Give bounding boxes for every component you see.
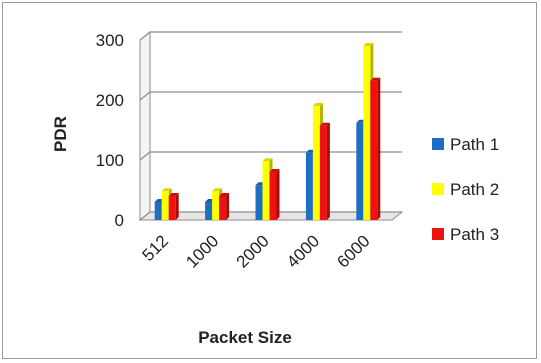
x-tick-label: 1000 xyxy=(182,231,222,271)
bar xyxy=(356,122,364,220)
side-wall xyxy=(139,30,151,222)
bar-side xyxy=(276,169,280,220)
bar xyxy=(363,46,371,220)
bar xyxy=(255,185,263,220)
legend-label: Path 1 xyxy=(450,135,499,154)
bar-top xyxy=(363,43,374,46)
legend-label: Path 3 xyxy=(450,225,499,244)
legend: Path 1 Path 2 Path 3 xyxy=(432,135,499,244)
bar-top xyxy=(161,188,172,192)
bar-top xyxy=(219,193,230,196)
bar xyxy=(305,152,313,220)
bar xyxy=(154,202,162,220)
bar-side xyxy=(226,193,230,220)
bar xyxy=(269,172,277,220)
bar xyxy=(161,191,169,220)
x-tick-label: 4000 xyxy=(283,231,323,271)
y-tick-label: 300 xyxy=(96,31,124,50)
bar xyxy=(168,196,176,220)
bar-top xyxy=(269,169,280,172)
bar xyxy=(219,196,227,220)
bars xyxy=(154,43,381,220)
y-tick-label: 100 xyxy=(96,151,124,170)
x-tick-labels: 512 1000 2000 4000 6000 xyxy=(139,231,374,271)
bar xyxy=(212,191,220,220)
legend-label: Path 2 xyxy=(450,180,499,199)
bar xyxy=(205,202,213,220)
bar xyxy=(312,106,320,220)
bar-side xyxy=(377,77,381,220)
bar-top xyxy=(312,103,323,106)
y-tick-labels: 0 100 200 300 xyxy=(96,31,124,230)
y-tick-label: 200 xyxy=(96,91,124,110)
x-tick-label: 2000 xyxy=(233,231,273,271)
y-axis-label: PDR xyxy=(51,116,70,152)
bar xyxy=(370,80,378,220)
x-tick-label: 512 xyxy=(139,231,172,264)
gridlines xyxy=(139,31,402,221)
bar-top xyxy=(319,122,330,126)
bar xyxy=(319,125,327,220)
y-tick-label: 0 xyxy=(115,211,124,230)
bar-side xyxy=(326,122,330,220)
legend-swatch xyxy=(432,138,444,150)
bar xyxy=(262,161,270,220)
x-axis-label: Packet Size xyxy=(198,328,292,347)
legend-swatch xyxy=(432,228,444,240)
legend-swatch xyxy=(432,183,444,195)
bar-top xyxy=(212,188,223,192)
gridline xyxy=(139,91,402,101)
gridline xyxy=(139,31,402,41)
bar-top xyxy=(262,158,273,162)
bar-top xyxy=(168,193,179,196)
x-tick-label: 6000 xyxy=(333,231,373,271)
bar-top xyxy=(370,77,381,81)
bar-side xyxy=(175,193,179,220)
